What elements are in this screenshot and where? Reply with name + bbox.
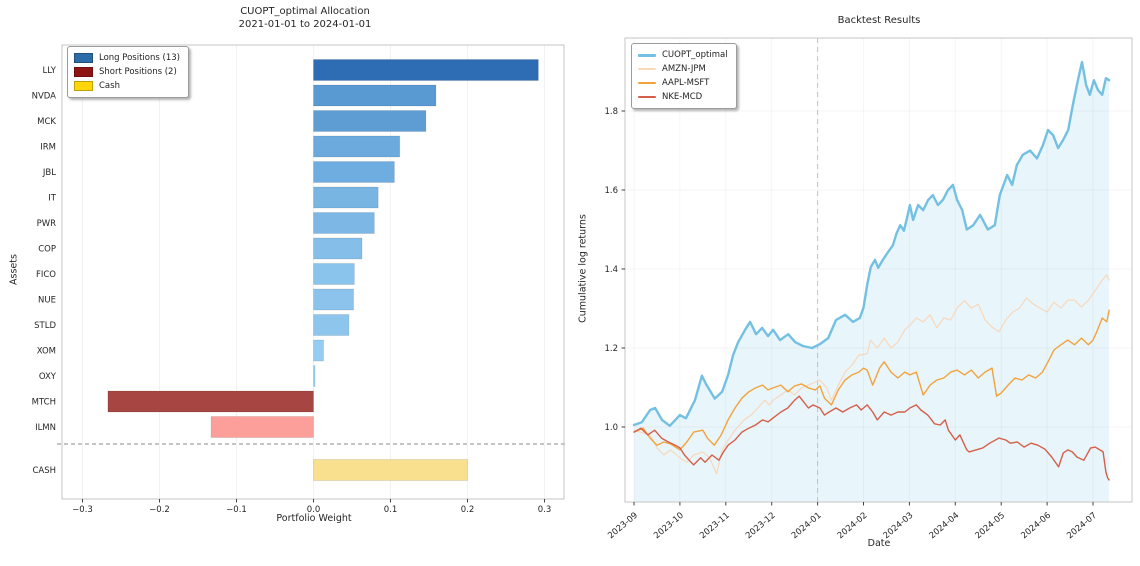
allocation-bar-FICO [313,263,355,285]
date-tick-label: 2023-10 [652,511,686,541]
x-tick-label: −0.1 [226,505,247,515]
legend-item-nke-mcd: NKE-MCD [638,90,728,104]
asset-tick-label: FICO [36,270,56,280]
legend-item-short: Short Positions (2) [74,65,180,79]
allocation-bar-XOM [313,339,324,362]
asset-tick-label: COP [38,245,56,255]
x-tick-label: 0.3 [538,505,552,515]
y-tick-label: 1.2 [604,344,618,354]
short-positions-swatch [74,67,93,77]
axes-frame [624,37,1133,503]
legend-label: Long Positions (13) [99,53,180,63]
series-line-CUOPT_optimal [632,60,1111,427]
asset-tick-label: OXY [39,372,57,382]
allocation-figure: CUOPT_optimal Allocation 2021-01-01 to 2… [9,5,566,524]
date-tick-label: 2024-03 [882,511,916,541]
allocation-chart: LLY NVDA MCK IRM JBL IT PWR COP FICO NUE STLD XOM OX… [32,44,566,515]
allocation-legend: Long Positions (13) Short Positions (2) … [67,46,189,98]
allocation-bar-NVDA [313,84,437,107]
legend-label: AMZN-JPM [662,64,706,74]
series-line-AMZN-JPM [633,274,1110,475]
allocation-bar-OXY [313,365,316,387]
x-tick-label: −0.2 [149,505,170,515]
allocation-bar-IT [313,186,379,209]
asset-tick-label: LLY [42,66,56,76]
asset-tick-label: CASH [32,466,56,476]
date-tick-label: 2023-12 [744,511,778,541]
allocation-title-line2: 2021-01-01 to 2024-01-01 [238,19,372,30]
nke-mcd-line-swatch [638,96,656,98]
allocation-bar-PWR [313,212,375,234]
x-tick-label: 0.0 [307,505,321,515]
asset-tick-label: ILMN [35,423,56,433]
aapl-msft-line-swatch [638,82,656,84]
asset-tick-label: MCK [37,117,56,127]
date-tick-label: 2024-04 [928,511,962,541]
legend-label: CUOPT_optimal [662,50,728,60]
allocation-bar-STLD [313,314,350,336]
amzn-jpm-line-swatch [638,68,656,70]
date-tick-label: 2024-05 [973,511,1007,541]
date-tick-label: 2024-02 [836,511,870,541]
long-positions-swatch [74,53,93,63]
allocation-title-line1: CUOPT_optimal Allocation [240,6,370,17]
legend-item-amzn-jpm: AMZN-JPM [638,62,728,76]
asset-tick-label: NVDA [32,92,57,102]
asset-tick-label: NUE [38,296,56,306]
x-tick-label: 0.2 [461,505,475,515]
cuopt-fill-area [634,62,1110,502]
allocation-bar-CASH [313,459,468,481]
series-line-AAPL-MSFT [633,309,1110,451]
allocation-xlabel: Portfolio Weight [276,513,352,524]
legend-label: NKE-MCD [662,92,703,102]
allocation-title: CUOPT_optimal Allocation 2021-01-01 to 2… [239,5,372,31]
backtest-chart: 2023-09 2023-10 2023-11 2023-12 2024-01 2024-… [604,37,1133,541]
allocation-bar-LLY [313,59,539,81]
asset-tick-label: XOM [37,347,56,357]
y-tick-label: 1.8 [604,107,618,117]
legend-label: Short Positions (2) [99,67,177,77]
allocation-bar-MCK [313,110,427,132]
legend-label: Cash [99,81,120,91]
cuopt-line-swatch [638,53,656,57]
date-tick-label: 2024-07 [1065,511,1099,541]
x-tick-label: −0.3 [72,505,93,515]
asset-tick-label: JBL [42,168,56,178]
backtest-figure: Backtest Results Cumulative log returns … [570,0,1140,566]
legend-item-aapl-msft: AAPL-MSFT [638,76,728,90]
backtest-xlabel: Date [867,538,891,549]
legend-label: AAPL-MSFT [662,78,710,88]
y-tick-label: 1.4 [604,265,618,275]
date-tick-label: 2024-01 [790,511,824,541]
allocation-bar-NUE [313,288,354,311]
y-tick-label: 1.0 [604,423,618,433]
allocation-bar-ILMN [210,416,314,438]
date-tick-label: 2023-11 [698,511,732,541]
series-line-NKE-MCD [633,395,1110,481]
legend-item-cuopt: CUOPT_optimal [638,48,728,62]
cash-swatch [74,81,93,91]
allocation-bar-IRM [313,135,401,158]
backtest-legend: CUOPT_optimal AMZN-JPM AAPL-MSFT NKE-MCD [631,43,737,109]
asset-tick-label: PWR [37,219,57,229]
backtest-title: Backtest Results [837,15,921,26]
asset-tick-label: IRM [40,143,56,153]
y-tick-label: 1.6 [604,186,618,196]
asset-tick-label: IT [48,194,57,204]
legend-item-cash: Cash [74,79,180,93]
legend-item-long: Long Positions (13) [74,51,180,65]
asset-tick-label: STLD [34,321,56,331]
allocation-bar-MTCH [107,390,314,413]
allocation-bar-JBL [313,161,395,183]
date-tick-label: 2023-09 [606,511,640,541]
allocation-bar-COP [313,237,363,260]
x-tick-label: 0.1 [384,505,398,515]
date-tick-label: 2024-06 [1019,511,1053,541]
asset-tick-label: MTCH [32,398,56,408]
